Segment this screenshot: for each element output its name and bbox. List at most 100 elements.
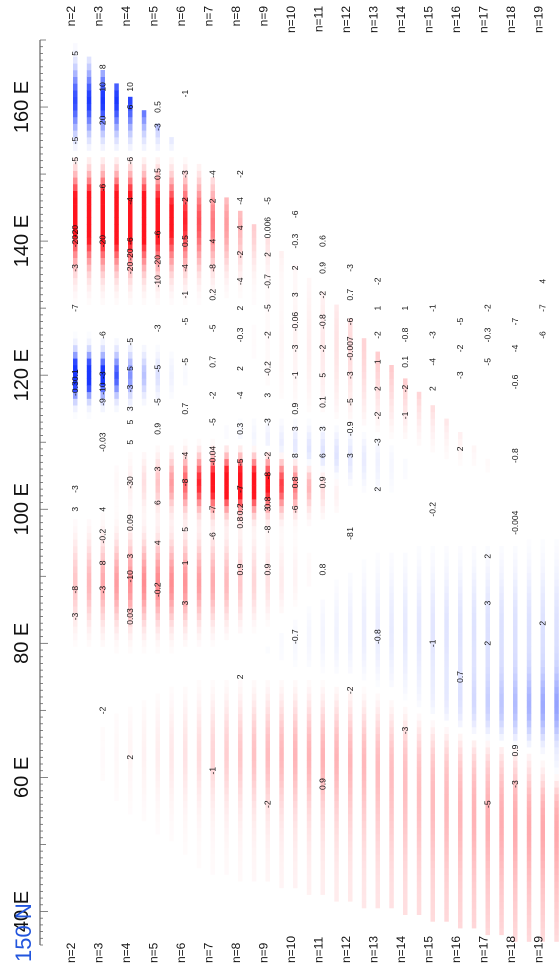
value-label: -4 xyxy=(235,197,245,205)
heat-cell xyxy=(210,478,215,486)
heat-cell xyxy=(251,230,257,238)
heat-cell xyxy=(513,626,518,634)
heat-cell xyxy=(403,639,408,647)
heat-cell xyxy=(540,727,545,734)
heat-cell xyxy=(114,586,119,594)
heat-cell xyxy=(513,579,518,587)
heat-cell xyxy=(375,552,380,560)
heat-cell xyxy=(224,747,229,755)
heat-cell xyxy=(265,794,270,801)
heat-cell xyxy=(86,177,92,185)
heat-cell xyxy=(430,673,435,681)
heat-cell xyxy=(554,901,559,909)
heat-cell xyxy=(348,894,353,902)
heat-cell xyxy=(471,820,477,828)
heat-cell xyxy=(320,794,325,801)
heat-cell xyxy=(334,639,339,647)
row-label: n=14 xyxy=(394,936,408,963)
heat-cell xyxy=(251,753,257,761)
heat-cell xyxy=(169,559,174,567)
heat-cell xyxy=(293,753,298,761)
heat-cell xyxy=(155,499,160,507)
heat-cell xyxy=(224,566,229,574)
value-label: -3 xyxy=(70,612,80,620)
heat-cell xyxy=(265,834,270,842)
heat-cell xyxy=(554,653,559,661)
heat-cell xyxy=(389,854,394,862)
heat-cell xyxy=(86,76,92,84)
heat-cell xyxy=(403,418,408,426)
heat-cell xyxy=(279,546,284,553)
heat-cell xyxy=(265,733,270,741)
heat-cell xyxy=(320,619,325,627)
heat-cell xyxy=(210,566,215,574)
heat-cell xyxy=(389,787,394,795)
heat-cell xyxy=(471,639,477,647)
heat-cell xyxy=(114,264,119,272)
heat-cell xyxy=(389,418,394,426)
heat-cell xyxy=(554,727,559,734)
heat-cell xyxy=(196,861,202,869)
heat-cell xyxy=(128,599,133,607)
heat-cell xyxy=(306,887,312,895)
heat-cell xyxy=(306,787,312,795)
heat-cell xyxy=(238,210,243,218)
heat-cell xyxy=(499,626,504,634)
heat-cell xyxy=(293,492,298,500)
heat-cell xyxy=(499,599,504,607)
heat-cell xyxy=(183,639,188,647)
heat-cell xyxy=(141,700,147,708)
heat-cell xyxy=(554,874,559,882)
heat-cell xyxy=(444,874,449,882)
heat-cell xyxy=(361,814,367,822)
heat-cell xyxy=(306,639,312,647)
heat-cell xyxy=(265,807,270,815)
heat-cell xyxy=(128,116,133,124)
value-label: -1 xyxy=(180,291,190,299)
heat-cell xyxy=(430,405,435,413)
heat-cell xyxy=(334,894,339,902)
heat-cell xyxy=(485,659,490,667)
heat-cell xyxy=(196,197,202,205)
heat-cell xyxy=(430,445,435,453)
heat-cell xyxy=(210,613,215,620)
heat-cell xyxy=(141,157,147,165)
heat-cell xyxy=(485,646,490,654)
heat-cell xyxy=(375,572,380,580)
heat-cell xyxy=(169,478,174,486)
heat-cell xyxy=(155,525,160,533)
heat-cell xyxy=(348,478,353,486)
heat-cell xyxy=(169,143,174,151)
heat-cell xyxy=(251,720,257,728)
heat-cell xyxy=(224,753,229,761)
heat-cell xyxy=(458,546,463,553)
value-label: -3 xyxy=(98,371,108,379)
heat-cell xyxy=(306,452,312,460)
heat-cell xyxy=(334,760,339,768)
heat-cell xyxy=(100,579,105,587)
heat-cell xyxy=(513,780,518,788)
heat-cell xyxy=(73,56,78,64)
heat-cell xyxy=(183,713,188,721)
heat-cell xyxy=(320,438,325,446)
heat-cell xyxy=(251,485,257,493)
heat-cell xyxy=(320,445,325,453)
heat-cell xyxy=(444,686,449,694)
heat-cell xyxy=(499,653,504,661)
heat-cell xyxy=(155,566,160,574)
heat-cell xyxy=(251,324,257,332)
heat-cell xyxy=(458,586,463,594)
heat-cell xyxy=(293,291,298,299)
heat-cell xyxy=(513,613,518,620)
heat-cell xyxy=(114,365,119,372)
value-label: -3 xyxy=(373,438,383,446)
heat-cell xyxy=(224,633,229,641)
heat-cell xyxy=(361,686,367,694)
value-label: 5 xyxy=(318,373,328,378)
heat-cell xyxy=(471,760,477,768)
heat-cell xyxy=(361,458,367,466)
heat-cell xyxy=(196,499,202,507)
heat-cell xyxy=(471,921,477,929)
heat-cell xyxy=(265,472,270,480)
heat-cell xyxy=(361,894,367,902)
